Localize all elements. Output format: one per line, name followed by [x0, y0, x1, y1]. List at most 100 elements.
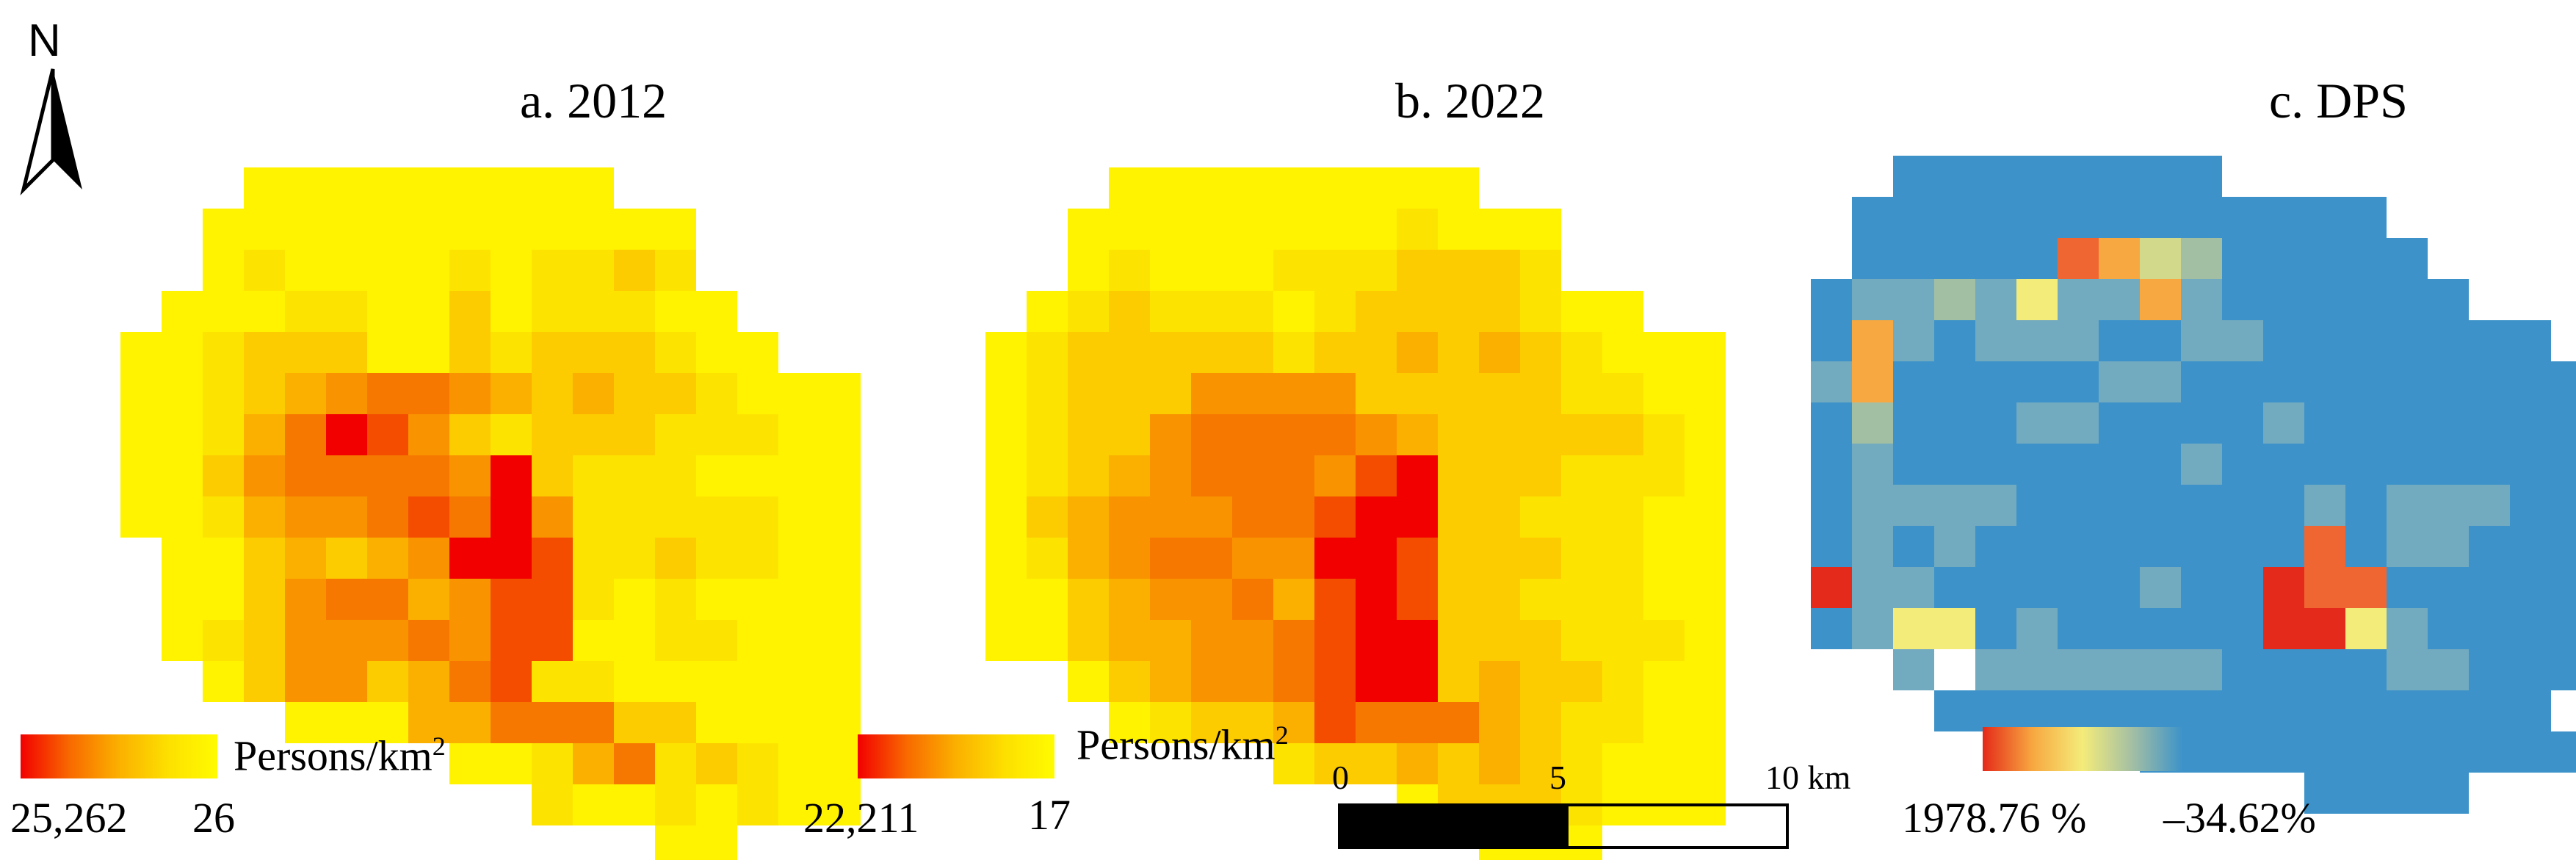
panel-c-cell [2263, 690, 2304, 731]
panel-c-cell [2304, 608, 2345, 649]
panel-c-cell [1975, 608, 2016, 649]
panel-c-cell [1975, 444, 2016, 485]
panel-a-cell [162, 496, 203, 538]
panel-c-cell [2099, 690, 2140, 731]
panel-c-cell [2304, 690, 2345, 731]
panel-c-cell [2469, 731, 2510, 773]
panel-c-cell [1852, 608, 1893, 649]
panel-c-cell [1852, 238, 1893, 279]
panel-c-cell [2222, 320, 2263, 361]
panel-c-cell [2428, 608, 2469, 649]
panel-b-cell [1356, 538, 1397, 579]
panel-c-cell [2345, 608, 2387, 649]
north-arrow: N [7, 15, 95, 196]
panel-a-cell [367, 250, 408, 291]
panel-c-cell [2387, 279, 2428, 320]
panel-a-cell [655, 455, 696, 496]
panel-c-cell [1975, 649, 2016, 690]
panel-b-cell [1356, 620, 1397, 661]
panel-b-cell [1479, 291, 1520, 332]
panel-b-legend-max: 22,211 [803, 794, 919, 842]
panel-a-cell [820, 784, 861, 825]
panel-b-cell [1685, 620, 1726, 661]
panel-b-cell [1150, 538, 1191, 579]
panel-a-cell [408, 167, 449, 209]
panel-c-cell [2016, 402, 2058, 444]
scale-label-10: 10 km [1765, 759, 1851, 796]
panel-c-cell [1975, 279, 2016, 320]
panel-c-cell [1975, 567, 2016, 608]
panel-c-cell [2016, 526, 2058, 567]
panel-a-cell [491, 579, 532, 620]
panel-c-cell [2099, 361, 2140, 402]
panel-c-cell [2304, 649, 2345, 690]
panel-a-cell [491, 455, 532, 496]
panel-a-cell [367, 579, 408, 620]
panel-c-cell [2304, 197, 2345, 238]
panel-a-cell [614, 373, 655, 414]
panel-c-cell [2387, 320, 2428, 361]
panel-b-cell [1273, 291, 1314, 332]
panel-a-cell [367, 167, 408, 209]
panel-a-cell [285, 496, 326, 538]
panel-a-cell [449, 455, 491, 496]
panel-c-cell [2345, 485, 2387, 526]
panel-c-cell [2510, 361, 2551, 402]
panel-b-cell [1520, 291, 1561, 332]
panel-c-cell [2222, 731, 2263, 773]
panel-b-cell [1643, 332, 1685, 373]
panel-c-cell [2263, 608, 2304, 649]
panel-a-cell [614, 496, 655, 538]
panel-a-cell [655, 825, 696, 860]
panel-c-cell [2222, 402, 2263, 444]
panel-c-cell [2345, 690, 2387, 731]
panel-c-cell [2304, 731, 2345, 773]
panel-c-cell [2263, 361, 2304, 402]
panel-c-cell [2263, 526, 2304, 567]
panel-a-cell [367, 702, 408, 743]
panel-a-cell [326, 291, 367, 332]
panel-b-cell [1438, 414, 1479, 455]
panel-a-cell [778, 373, 820, 414]
panel-c-cell [2510, 608, 2551, 649]
panel-b-cell [1191, 579, 1232, 620]
panel-a-cell [449, 167, 491, 209]
panel-a-cell [655, 209, 696, 250]
panel-a-cell [655, 620, 696, 661]
panel-a-cell [655, 784, 696, 825]
panel-b-cell [1232, 579, 1273, 620]
panel-c-cell [2263, 238, 2304, 279]
panel-b-cell [1356, 579, 1397, 620]
panel-b-cell [1438, 250, 1479, 291]
panel-c-cell [2345, 279, 2387, 320]
panel-a-cell [449, 414, 491, 455]
panel-a-cell [326, 702, 367, 743]
panel-c-cell [2469, 402, 2510, 444]
panel-b-cell [1438, 496, 1479, 538]
panel-a-cell [491, 538, 532, 579]
panel-c-cell [2428, 320, 2469, 361]
panel-b-cell [1643, 373, 1685, 414]
panel-a-cell [614, 743, 655, 784]
panel-c-cell [2016, 485, 2058, 526]
panel-c-cell [1934, 444, 1975, 485]
panel-c-grid [1811, 156, 2576, 814]
panel-a-cell [573, 291, 614, 332]
panel-c-cell [2469, 608, 2510, 649]
panel-c-cell [2428, 361, 2469, 402]
panel-a-cell [532, 373, 573, 414]
panel-c-cell [2304, 238, 2345, 279]
panel-a-cell [162, 538, 203, 579]
panel-c-cell [2387, 690, 2428, 731]
panel-b-cell [985, 332, 1027, 373]
panel-b-cell [1438, 209, 1479, 250]
panel-c-cell [1975, 156, 2016, 197]
panel-c-cell [1934, 279, 1975, 320]
panel-c-cell [2058, 156, 2099, 197]
panel-b-cell [1685, 496, 1726, 538]
panel-a-cell [696, 743, 737, 784]
panel-c-cell [2551, 608, 2576, 649]
panel-a-cell [655, 743, 696, 784]
panel-c-cell [1811, 608, 1852, 649]
panel-c-cell [1934, 238, 1975, 279]
